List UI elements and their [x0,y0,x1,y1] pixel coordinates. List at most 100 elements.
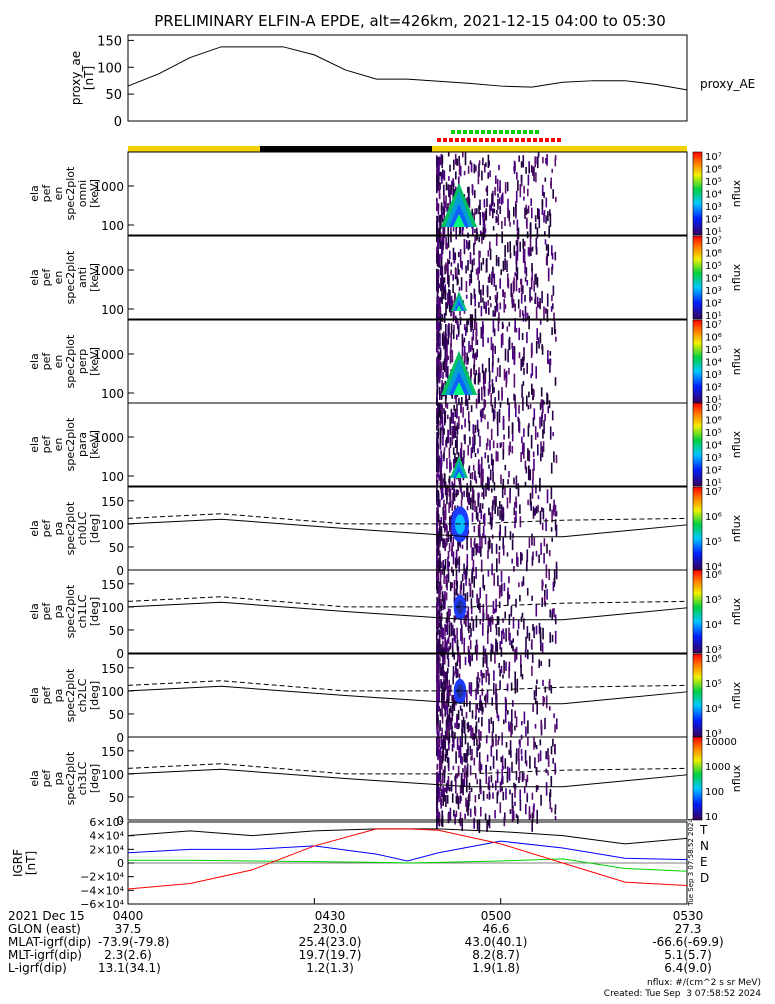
spectrum-pixel [550,776,553,787]
spectrum-pixel [472,487,474,495]
spectrum-pixel [445,302,447,316]
spectrum-pixel [446,302,449,309]
spectrum-pixel [436,683,438,693]
colorbar-tick: 10⁴ [705,441,722,452]
spectrum-pixel [471,336,473,351]
spectrum-pixel [436,226,438,237]
spectrum-pixel [439,222,441,233]
spectrum-pixel [456,668,459,678]
spectrum-pixel [475,479,478,484]
spectrum-pixel [519,309,521,318]
spectrum-pixel [497,257,500,267]
spectrum-pixel [458,673,461,680]
xrow-value: 1.2(1.3) [306,961,354,975]
colorbar-tick: 10⁵ [705,595,722,606]
red-dot [503,138,507,142]
spectrum-pixel [489,273,491,283]
panel-ylabel: ela [28,353,41,370]
spectrum-pixel [490,649,492,662]
spectrum-pixel [440,585,443,590]
spectrum-pixel [488,537,491,550]
spectrum-pixel [441,789,443,797]
spectrum-pixel [511,342,513,349]
panel-ylabel: omni [76,180,89,207]
spectrum-pixel [528,632,531,641]
spectrum-pixel [458,745,460,758]
colorbar-label: nflux [730,263,743,291]
spectrum-pixel [528,247,531,257]
spectrum-pixel [475,370,477,376]
spectrum-pixel [441,416,444,431]
spectrum-pixel [521,721,523,726]
spectrum-pixel [531,652,534,663]
spectrum-pixel [451,545,453,551]
spectrum-pixel [440,455,443,466]
loss-cone-dashed [127,680,688,692]
spectrum-pixel [447,223,449,237]
spectrum-pixel [438,559,440,572]
spectrum-pixel [479,762,482,774]
xrow-value: 19.7(19.7) [298,948,362,962]
spectrum-pixel [438,185,441,198]
spectrum-pixel [461,544,464,549]
spectrum-pixel [450,343,452,353]
spectrum-pixel [439,611,441,621]
spectrum-pixel [482,226,485,240]
spectrum-pixel [501,231,503,244]
spectrum-pixel [464,813,466,820]
colorbar [692,736,703,821]
spectrum-pixel [530,434,533,449]
spectrum-pixel [482,706,484,713]
spectrum-pixel [438,344,440,350]
spectrum-pixel [451,644,454,657]
chart-title: PRELIMINARY ELFIN-A EPDE, alt=426km, 202… [154,12,666,30]
spectrum-pixel [488,307,490,315]
spectrum-pixel [454,252,457,260]
spectrum-pixel [518,155,520,162]
spectrum-pixel [538,302,540,308]
spectrum-pixel [526,588,529,596]
spectrum-pixel [522,576,525,586]
spectrum-pixel [458,818,461,824]
spectrum-pixel [502,537,504,549]
spectrum-pixel [539,298,541,310]
spectrum-pixel [456,660,459,666]
spectrum-pixel [439,753,441,759]
spectrum-pixel [466,800,468,812]
spectrum-pixel [500,442,502,447]
spectrum-pixel [464,352,466,363]
panel-frame [127,319,688,404]
red-dot [479,138,483,142]
spectrum-pixel [555,619,557,625]
spectrum-pixel [473,165,476,174]
spectrum-pixel [473,364,475,371]
spectrum-pixel [520,452,522,463]
spectrum-pixel [476,543,479,553]
spectrum-pixel [510,724,512,738]
spectrum-pixel [492,266,494,279]
spectrum-pixel [446,748,449,756]
spectrum-pixel [451,582,454,589]
spectrum-pixel [478,459,480,464]
spectrum-pixel [476,208,478,215]
spectrum-pixel [456,558,459,565]
spectrum-pixel [499,535,501,541]
spectrum-pixel [522,313,525,322]
spectrum-pixel [438,789,440,803]
spectrum-pixel [481,503,484,509]
spectrum-pixel [466,566,468,576]
ytick-label: 100 [101,387,124,401]
spectrum-pixel [525,167,527,174]
spectrum-pixel [436,394,438,400]
spectrum-pixel [511,640,513,649]
panel-ylabel: [deg] [88,764,101,793]
spectrum-pixel [554,808,557,815]
panel-ylabel: spec2plot [64,334,77,388]
spectrum-pixel [497,739,499,745]
spectrum-pixel [476,603,479,609]
spectrum-pixel [452,226,455,232]
spectrum-pixel [447,203,449,212]
panel-frame [127,736,688,821]
spectrum-pixel [534,274,536,281]
spectrum-pixel [467,606,470,620]
